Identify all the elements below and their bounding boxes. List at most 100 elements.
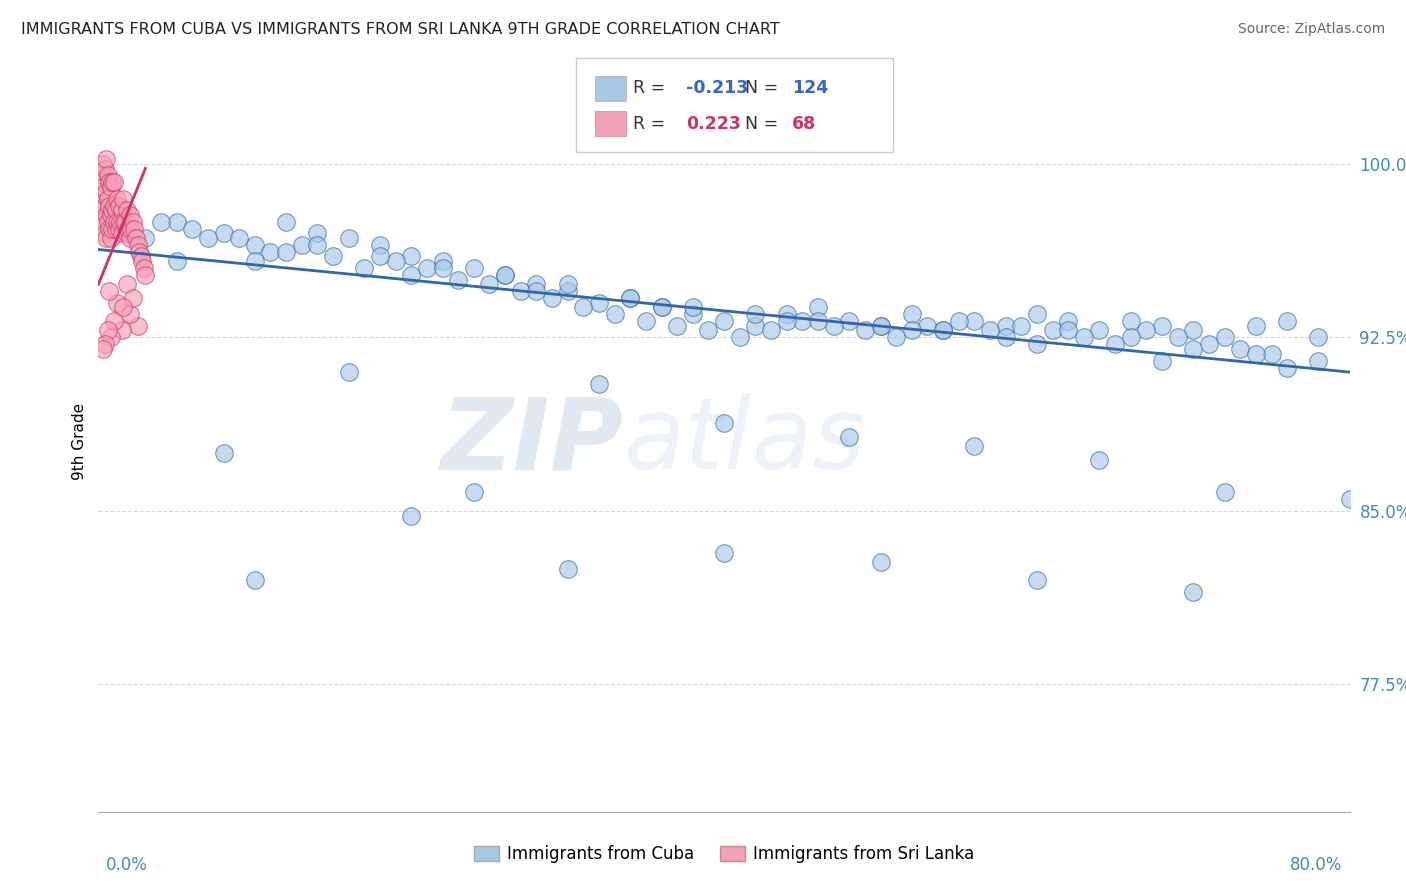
Point	[432, 260, 454, 275]
Point	[463, 260, 485, 275]
Point	[129, 250, 152, 264]
Point	[243, 238, 266, 252]
Point	[91, 157, 114, 171]
Point	[132, 260, 155, 275]
Point	[1135, 323, 1157, 337]
Point	[100, 208, 122, 222]
Point	[98, 198, 121, 212]
Point	[166, 254, 188, 268]
Text: R =: R =	[633, 115, 671, 133]
Point	[131, 254, 153, 268]
Point	[91, 342, 114, 356]
Point	[368, 238, 391, 252]
Text: 124: 124	[792, 79, 828, 97]
Point	[93, 161, 115, 176]
Point	[1152, 353, 1174, 368]
Point	[682, 307, 704, 321]
Point	[838, 314, 860, 328]
Point	[115, 277, 138, 292]
Point	[979, 323, 1001, 337]
Point	[869, 318, 891, 333]
Point	[96, 185, 118, 199]
Point	[900, 323, 922, 337]
Point	[197, 231, 219, 245]
Point	[1088, 323, 1111, 337]
Point	[98, 221, 121, 235]
Point	[212, 446, 235, 460]
Point	[948, 314, 970, 328]
Point	[124, 221, 146, 235]
Point	[1308, 353, 1330, 368]
Point	[1339, 492, 1361, 507]
Point	[447, 272, 470, 286]
Point	[884, 330, 907, 344]
Point	[115, 227, 138, 241]
Point	[337, 231, 360, 245]
Point	[121, 291, 143, 305]
Point	[105, 192, 128, 206]
Point	[432, 254, 454, 268]
Point	[93, 198, 115, 212]
Point	[118, 307, 141, 321]
Point	[98, 284, 121, 298]
Point	[557, 284, 579, 298]
Text: Source: ZipAtlas.com: Source: ZipAtlas.com	[1237, 22, 1385, 37]
Point	[96, 208, 118, 222]
Point	[494, 268, 516, 282]
Text: atlas: atlas	[624, 393, 866, 490]
Point	[103, 314, 125, 328]
Point	[494, 268, 516, 282]
Point	[98, 176, 121, 190]
Point	[353, 260, 375, 275]
Point	[728, 330, 751, 344]
Point	[634, 314, 657, 328]
Point	[243, 254, 266, 268]
Point	[963, 439, 986, 453]
Point	[807, 314, 830, 328]
Point	[416, 260, 439, 275]
Point	[1104, 337, 1126, 351]
Point	[588, 376, 610, 391]
Point	[111, 323, 134, 337]
Text: N =: N =	[745, 115, 785, 133]
Point	[103, 215, 125, 229]
Text: 80.0%: 80.0%	[1291, 855, 1343, 873]
Point	[100, 180, 122, 194]
Point	[1026, 337, 1049, 351]
Text: ZIP: ZIP	[441, 393, 624, 490]
Point	[666, 318, 689, 333]
Point	[91, 180, 114, 194]
Point	[697, 323, 720, 337]
Point	[291, 238, 314, 252]
Point	[90, 215, 112, 229]
Point	[401, 268, 423, 282]
Point	[557, 562, 579, 576]
Text: R =: R =	[633, 79, 671, 97]
Point	[401, 250, 423, 264]
Point	[478, 277, 501, 292]
Point	[1026, 307, 1049, 321]
Point	[1277, 314, 1299, 328]
Point	[103, 176, 125, 190]
Point	[1244, 346, 1267, 360]
Point	[509, 284, 531, 298]
Point	[118, 231, 141, 245]
Point	[917, 318, 939, 333]
Point	[572, 301, 595, 315]
Point	[101, 221, 124, 235]
Point	[322, 250, 344, 264]
Point	[1042, 323, 1064, 337]
Point	[744, 318, 766, 333]
Point	[1182, 323, 1205, 337]
Point	[603, 307, 626, 321]
Point	[243, 574, 266, 588]
Point	[100, 330, 122, 344]
Point	[1010, 318, 1032, 333]
Text: -0.213: -0.213	[686, 79, 748, 97]
Point	[114, 215, 136, 229]
Point	[105, 295, 128, 310]
Point	[127, 238, 149, 252]
Point	[128, 244, 150, 259]
Point	[932, 323, 955, 337]
Point	[650, 301, 672, 315]
